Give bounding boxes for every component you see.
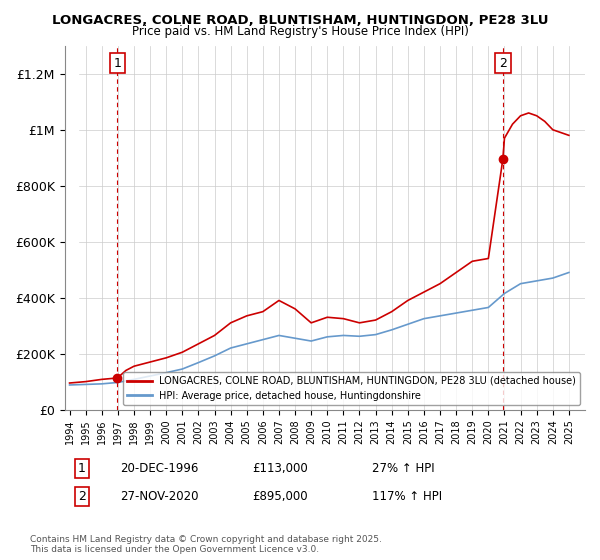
Text: 1: 1 <box>113 57 121 69</box>
Bar <box>37 46 77 409</box>
Text: 27% ↑ HPI: 27% ↑ HPI <box>372 462 434 475</box>
Legend: LONGACRES, COLNE ROAD, BLUNTISHAM, HUNTINGDON, PE28 3LU (detached house), HPI: A: LONGACRES, COLNE ROAD, BLUNTISHAM, HUNTI… <box>124 372 580 405</box>
Text: 1: 1 <box>78 462 86 475</box>
Text: £113,000: £113,000 <box>252 462 308 475</box>
Text: Price paid vs. HM Land Registry's House Price Index (HPI): Price paid vs. HM Land Registry's House … <box>131 25 469 38</box>
Text: 117% ↑ HPI: 117% ↑ HPI <box>372 490 442 503</box>
Text: 2: 2 <box>499 57 507 69</box>
Text: LONGACRES, COLNE ROAD, BLUNTISHAM, HUNTINGDON, PE28 3LU: LONGACRES, COLNE ROAD, BLUNTISHAM, HUNTI… <box>52 14 548 27</box>
Text: £895,000: £895,000 <box>252 490 308 503</box>
Text: 27-NOV-2020: 27-NOV-2020 <box>120 490 199 503</box>
Text: 20-DEC-1996: 20-DEC-1996 <box>120 462 199 475</box>
Text: 2: 2 <box>78 490 86 503</box>
Text: Contains HM Land Registry data © Crown copyright and database right 2025.
This d: Contains HM Land Registry data © Crown c… <box>30 535 382 554</box>
